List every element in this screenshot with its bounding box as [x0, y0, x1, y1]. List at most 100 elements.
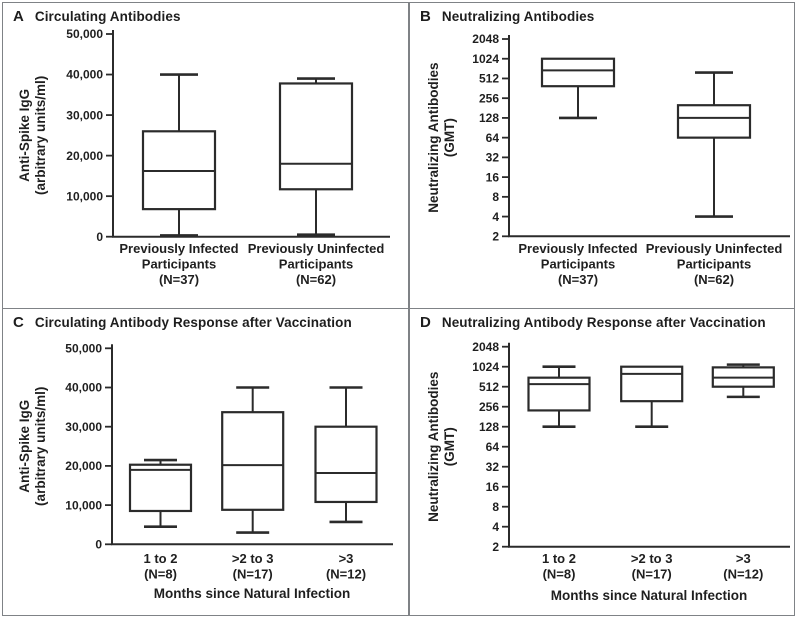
iqr-box	[620, 365, 684, 403]
category-label-line: (N=8)	[543, 567, 576, 582]
category-label: >3 (N=12)	[326, 551, 366, 582]
boxplot-canvas-B: 2 4 8 16 32 64 128 256 512 1024 2048 Previously Inf…	[426, 32, 790, 287]
category-label: >2 to 3 (N=17)	[631, 551, 673, 582]
y-tick-label: 16	[486, 170, 500, 184]
panel-a-chart: 0 10,000 20,000 30,000 40,000 50,000 Previousl…	[2, 2, 408, 307]
y-tick-label: 64	[486, 440, 500, 454]
panel-c-circulating-response: 0 10,000 20,000 30,000 40,000 50,000 1 to 2 (N=…	[2, 308, 408, 617]
y-tick-label: 2048	[472, 340, 499, 354]
panel-d-heading: D Neutralizing Antibody Response after V…	[420, 314, 766, 331]
category-label-line: (N=37)	[558, 272, 598, 287]
category-label: >3 (N=12)	[723, 551, 763, 582]
y-tick-label: 4	[492, 520, 499, 534]
panel-d-chart: 2 4 8 16 32 64 128 256 512 1024 2048 1 to 2 (N=8) >2 …	[409, 308, 797, 617]
figure-border	[2, 2, 795, 616]
boxplot-canvas-D: 2 4 8 16 32 64 128 256 512 1024 2048 1 to 2 (N=8) >2 …	[426, 340, 790, 603]
category-label: >2 to 3 (N=17)	[232, 551, 274, 582]
category-label-line: 1 to 2	[144, 551, 178, 566]
y-axis-title-line: (GMT)	[442, 427, 457, 466]
vertical-divider	[408, 2, 410, 616]
y-tick-label: 10,000	[66, 189, 103, 203]
panel-a-circulating-antibodies: 0 10,000 20,000 30,000 40,000 50,000 Previousl…	[2, 2, 408, 307]
y-axis-title-line: (arbitrary units/ml)	[33, 76, 48, 195]
y-tick-label: 1024	[472, 52, 499, 66]
category-label-line: Previously Infected	[119, 241, 238, 256]
y-tick-label: 0	[96, 230, 103, 244]
y-tick-label: 128	[479, 420, 499, 434]
y-tick-label: 128	[479, 111, 499, 125]
y-tick-label: 32	[486, 151, 500, 165]
panel-c-chart: 0 10,000 20,000 30,000 40,000 50,000 1 to 2 (N=…	[2, 308, 408, 617]
y-tick-label: 256	[479, 400, 499, 414]
category-label-line: (N=12)	[723, 567, 763, 582]
box-plot-D-3	[711, 363, 775, 399]
y-tick-label: 32	[486, 460, 500, 474]
category-label-line: Participants	[677, 257, 751, 272]
panel-d-title: Neutralizing Antibody Response after Vac…	[441, 315, 766, 330]
y-tick-label: 8	[492, 500, 499, 514]
y-axis-title-line: Neutralizing Antibodies	[426, 372, 441, 522]
category-label-line: Participants	[541, 257, 615, 272]
panel-c-letter: C	[13, 314, 24, 331]
category-label-line: >3	[339, 551, 354, 566]
panel-b-chart: 2 4 8 16 32 64 128 256 512 1024 2048 Previously Inf…	[409, 2, 797, 307]
box-plot-B-1	[540, 57, 616, 120]
y-axis-title-line: Anti-Spike IgG	[17, 89, 32, 182]
panel-d-neutralizing-response: 2 4 8 16 32 64 128 256 512 1024 2048 1 to 2 (N=8) >2 …	[409, 308, 797, 617]
iqr-box	[527, 376, 591, 412]
category-label-line: Participants	[279, 257, 353, 272]
y-tick-label: 30,000	[66, 108, 103, 122]
y-tick-label: 50,000	[66, 27, 103, 41]
y-tick-label: 40,000	[66, 68, 103, 82]
panel-b-title: Neutralizing Antibodies	[441, 9, 595, 24]
category-label-line: (N=8)	[144, 567, 177, 582]
category-label-line: Previously Infected	[518, 241, 637, 256]
box-plot-A-2	[278, 77, 354, 236]
y-tick-label: 64	[486, 131, 500, 145]
y-tick-label: 2	[492, 540, 499, 554]
box-plot-C-2	[221, 386, 285, 534]
boxplot-canvas-A: 0 10,000 20,000 30,000 40,000 50,000 Previousl…	[17, 27, 390, 287]
category-label: Previously Uninfected Participants (N=62)	[248, 241, 385, 287]
y-tick-label: 10,000	[65, 498, 102, 512]
y-axis-title-line: Neutralizing Antibodies	[426, 63, 441, 213]
box-plot-D-2	[620, 365, 684, 428]
category-label-line: (N=62)	[296, 272, 336, 287]
y-tick-label: 50,000	[65, 342, 102, 356]
category-label-line: >2 to 3	[631, 551, 673, 566]
category-label-line: >2 to 3	[232, 551, 274, 566]
y-tick-label: 1024	[472, 360, 499, 374]
y-tick-label: 20,000	[65, 459, 102, 473]
iqr-box	[314, 425, 378, 504]
y-tick-label: 16	[486, 480, 500, 494]
box-plot-C-3	[314, 386, 378, 524]
panel-d-letter: D	[420, 314, 431, 331]
panel-a-letter: A	[13, 8, 24, 25]
category-label-line: Participants	[142, 257, 216, 272]
y-tick-label: 512	[479, 72, 499, 86]
y-axis-title-line: (GMT)	[442, 118, 457, 157]
category-label: 1 to 2 (N=8)	[542, 551, 576, 582]
y-tick-label: 512	[479, 380, 499, 394]
panel-a-heading: A Circulating Antibodies	[13, 8, 181, 25]
category-label-line: Previously Uninfected	[646, 241, 783, 256]
iqr-box	[540, 57, 616, 88]
category-label-line: 1 to 2	[542, 551, 576, 566]
y-tick-label: 20,000	[66, 149, 103, 163]
horizontal-divider	[2, 307, 795, 309]
panel-b-heading: B Neutralizing Antibodies	[420, 8, 594, 25]
y-tick-label: 8	[492, 190, 499, 204]
box-plot-C-1	[128, 458, 193, 528]
iqr-box	[676, 104, 752, 139]
box-plot-D-1	[527, 365, 591, 428]
category-label-line: (N=62)	[694, 272, 734, 287]
category-label: Previously Infected Participants (N=37)	[518, 241, 637, 287]
category-label-line: (N=37)	[159, 272, 199, 287]
category-label-line: Previously Uninfected	[248, 241, 385, 256]
category-label-line: (N=12)	[326, 567, 366, 582]
category-label-line: >3	[736, 551, 751, 566]
iqr-box	[221, 411, 285, 511]
y-tick-label: 4	[492, 210, 499, 224]
